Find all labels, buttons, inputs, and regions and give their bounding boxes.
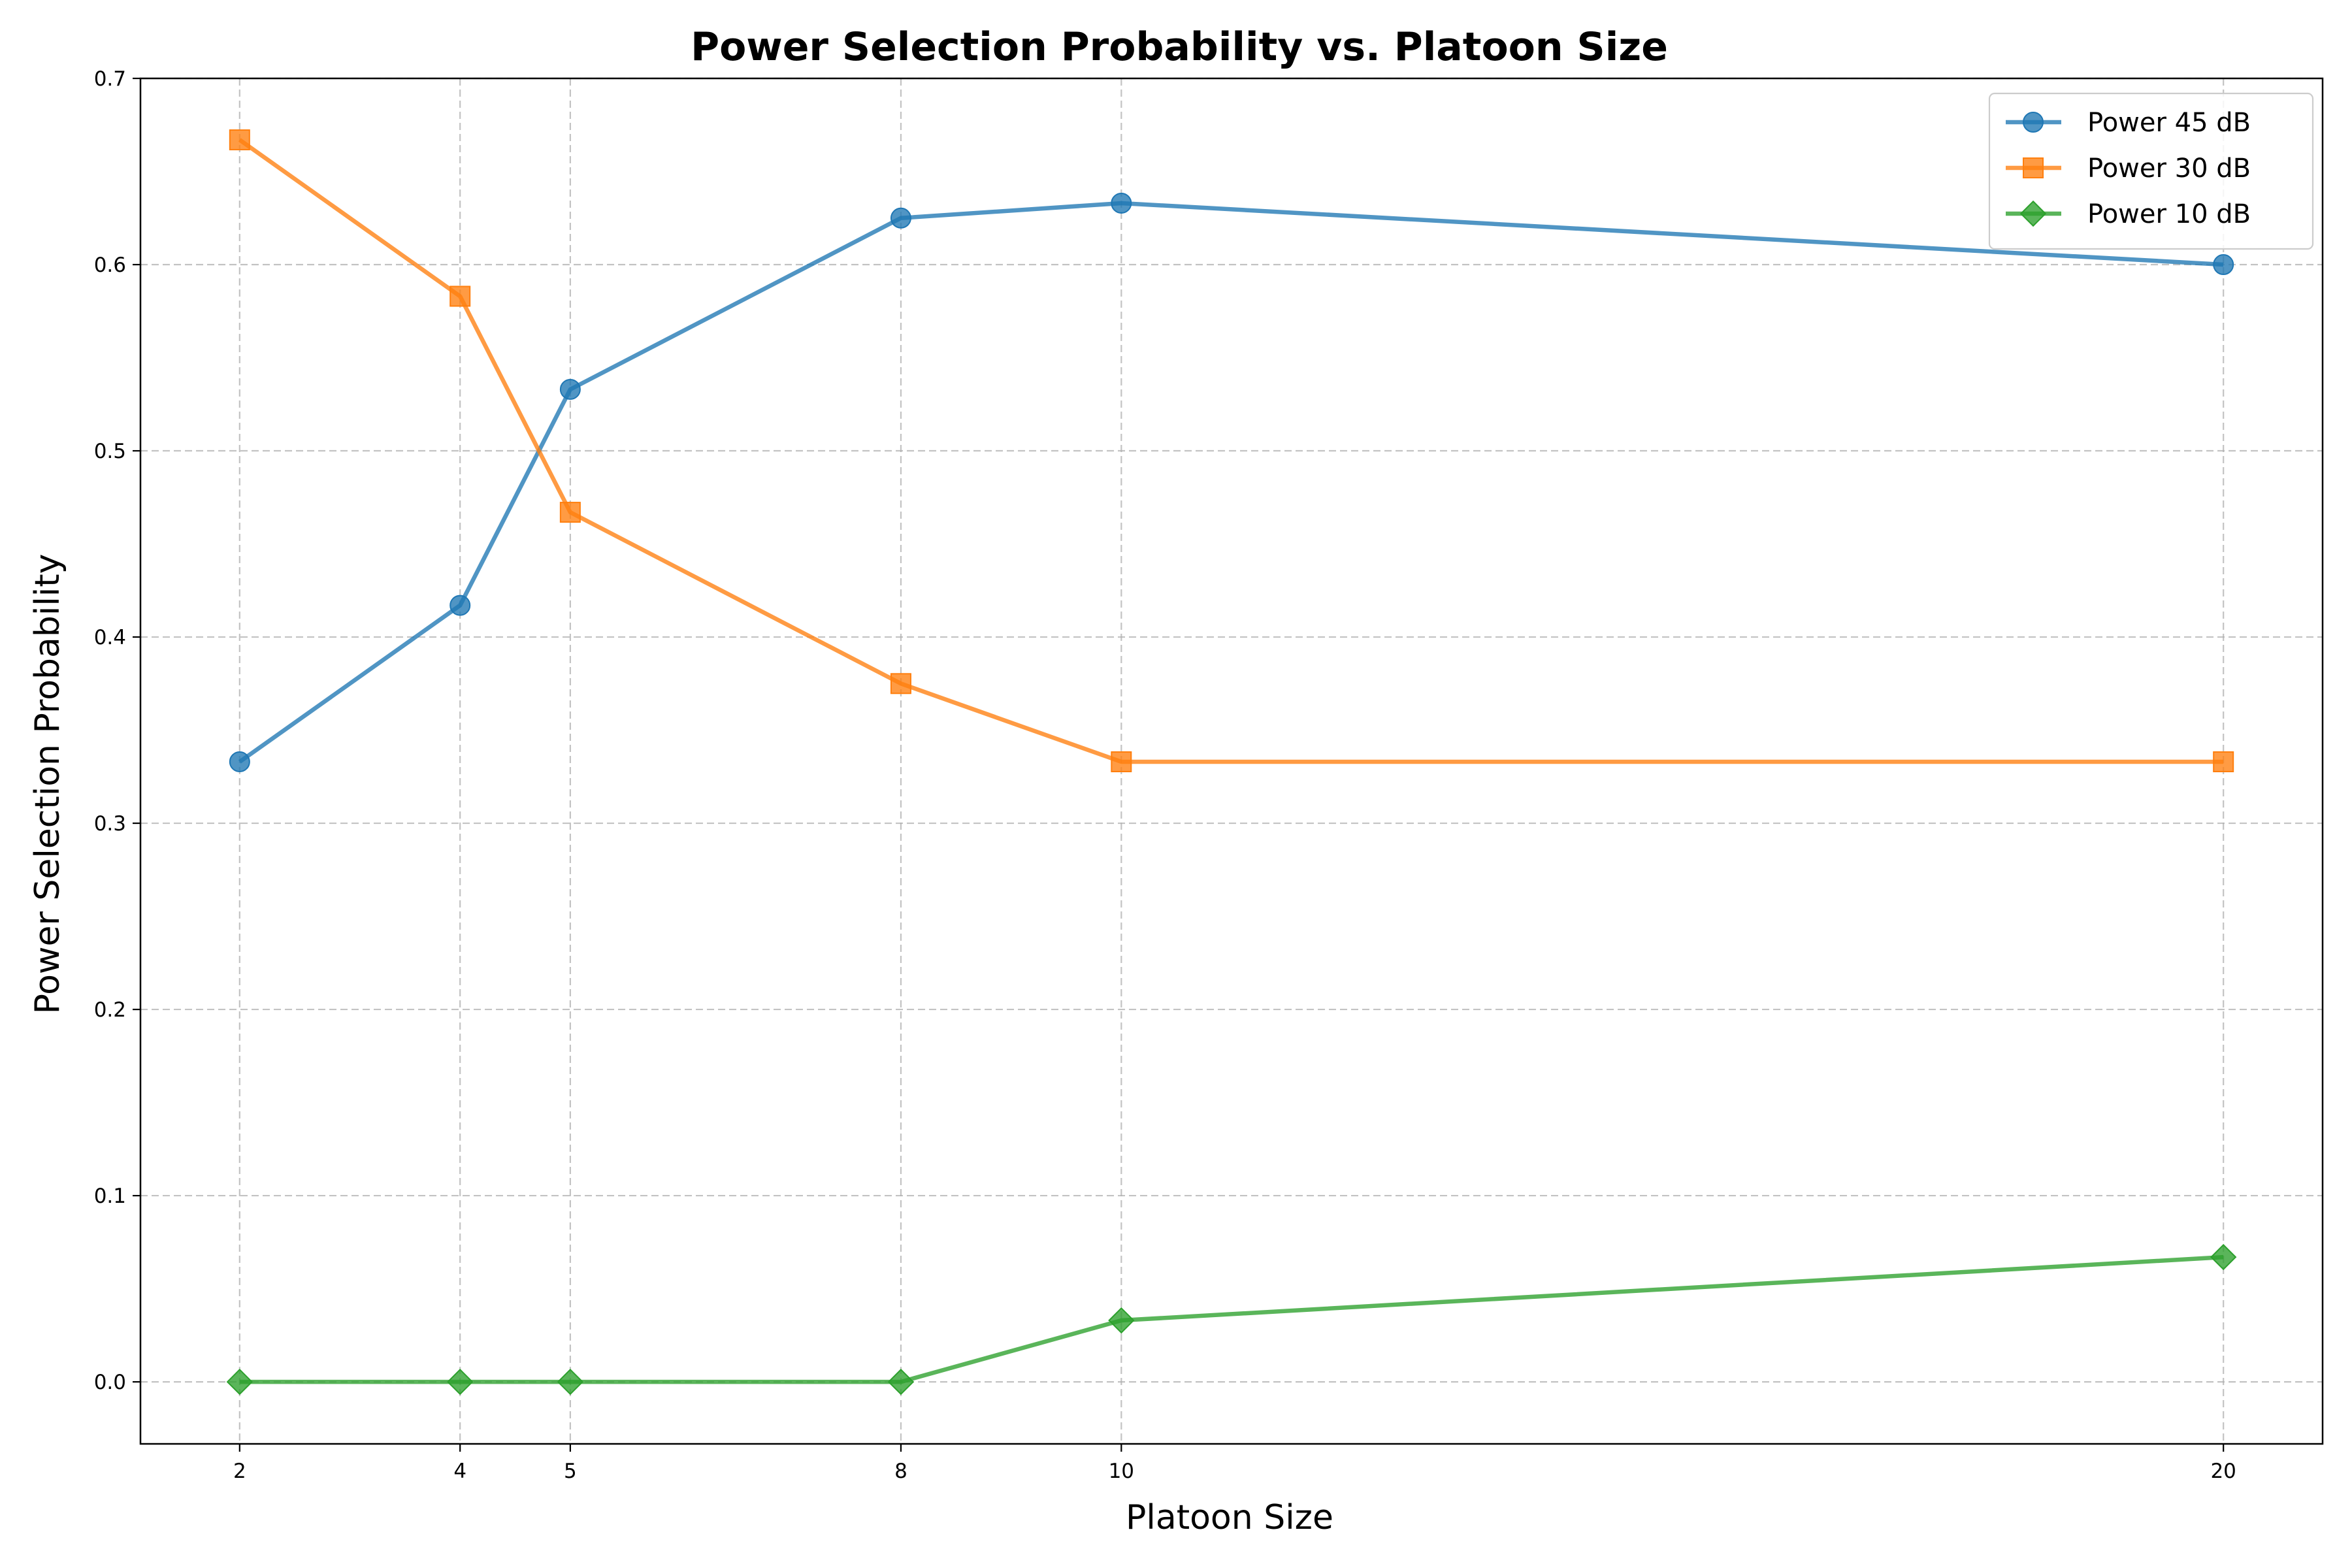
- legend-item: Power 30 dB: [2006, 154, 2251, 184]
- data-point: [1111, 751, 1132, 772]
- x-tick-label: 10: [1109, 1460, 1134, 1483]
- data-point: [887, 1368, 915, 1396]
- legend-item: Power 10 dB: [2006, 199, 2251, 229]
- data-point: [1108, 1307, 1135, 1334]
- legend-label: Power 10 dB: [2087, 199, 2251, 229]
- y-tick-label: 0.5: [94, 440, 126, 463]
- series-1: [229, 129, 2234, 772]
- series-0: [229, 192, 2234, 772]
- legend-marker: [2019, 200, 2047, 227]
- y-tick-label: 0.0: [94, 1371, 126, 1394]
- y-axis: 0.0 0.1 0.2 0.3 0.4 0.5 0.6 0.7: [94, 67, 140, 1394]
- data-point: [890, 673, 911, 694]
- y-tick-label: 0.2: [94, 998, 126, 1022]
- legend-label: Power 30 dB: [2087, 154, 2251, 184]
- data-point: [226, 1368, 253, 1396]
- plot-frame: [139, 77, 2324, 1445]
- legend-item: Power 45 dB: [2006, 108, 2251, 138]
- data-point: [2213, 751, 2234, 772]
- x-axis-title: Platoon Size: [1126, 1498, 1333, 1537]
- chart-title: Power Selection Probability vs. Platoon …: [691, 24, 1668, 70]
- data-point: [229, 751, 250, 772]
- data-point: [449, 286, 471, 307]
- legend-box: [1988, 92, 2314, 250]
- series-layer: [226, 129, 2237, 1396]
- data-point: [229, 129, 250, 151]
- x-tick-label: 5: [564, 1460, 577, 1483]
- y-tick-label: 0.7: [94, 67, 126, 91]
- series-2: [226, 1243, 2237, 1396]
- series-line: [238, 138, 2224, 764]
- data-point: [449, 595, 471, 616]
- y-tick-label: 0.1: [94, 1184, 126, 1208]
- y-axis-title: Power Selection Probability: [28, 554, 67, 1015]
- data-point: [890, 207, 911, 229]
- x-tick-label: 2: [233, 1460, 246, 1483]
- x-tick-label: 4: [453, 1460, 466, 1483]
- data-point: [447, 1368, 474, 1396]
- y-tick-label: 0.4: [94, 626, 126, 649]
- y-tick-label: 0.3: [94, 812, 126, 836]
- x-axis: 2 4 5 8 10 20: [233, 1444, 2236, 1483]
- data-point: [2213, 254, 2234, 276]
- data-point: [1111, 192, 1132, 214]
- y-tick-label: 0.6: [94, 253, 126, 277]
- data-point: [559, 502, 581, 523]
- series-line: [239, 1254, 2224, 1384]
- legend-label: Power 45 dB: [2087, 108, 2251, 138]
- legend: Power 45 dB Power 30 dB Power 10 dB: [1988, 92, 2314, 250]
- x-tick-label: 8: [894, 1460, 907, 1483]
- data-point: [2210, 1243, 2237, 1271]
- legend-marker: [2023, 157, 2044, 178]
- legend-marker: [2023, 112, 2044, 133]
- x-tick-label: 20: [2210, 1460, 2236, 1483]
- data-point: [559, 378, 581, 400]
- data-point: [557, 1368, 584, 1396]
- series-line: [238, 201, 2224, 764]
